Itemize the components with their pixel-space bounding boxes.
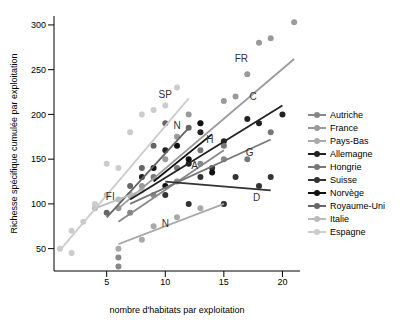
svg-text:C: C bbox=[250, 91, 257, 102]
html-text:France: France bbox=[330, 122, 358, 133]
svg-text:H: H bbox=[206, 134, 213, 145]
svg-text:D: D bbox=[253, 192, 260, 203]
svg-text:A: A bbox=[191, 160, 198, 171]
svg-text:15: 15 bbox=[219, 277, 229, 287]
svg-text:Richesse spécifique cumulée pa: Richesse spécifique cumulée par exploita… bbox=[9, 53, 19, 233]
svg-text:300: 300 bbox=[31, 20, 46, 30]
svg-text:250: 250 bbox=[31, 65, 46, 75]
svg-text:100: 100 bbox=[31, 199, 46, 209]
html-text:Royaume-Uni: Royaume-Uni bbox=[330, 200, 385, 211]
html-text:Italie: Italie bbox=[330, 213, 349, 224]
svg-text:N: N bbox=[162, 218, 169, 229]
svg-text:5: 5 bbox=[104, 277, 109, 287]
svg-text:FR: FR bbox=[235, 53, 248, 64]
html-text:Norvège: Norvège bbox=[330, 187, 364, 198]
svg-text:20: 20 bbox=[277, 277, 287, 287]
svg-text:50: 50 bbox=[36, 244, 46, 254]
svg-text:150: 150 bbox=[31, 154, 46, 164]
svg-text:SP: SP bbox=[159, 89, 173, 100]
svg-text:nombre d'habitats par exploita: nombre d'habitats par exploitation bbox=[110, 305, 245, 315]
html-text:Espagne: Espagne bbox=[330, 226, 366, 237]
html-text:Suisse: Suisse bbox=[330, 174, 357, 185]
svg-text:10: 10 bbox=[160, 277, 170, 287]
html-text:Hongrie: Hongrie bbox=[330, 161, 362, 172]
svg-text:FI: FI bbox=[106, 191, 115, 202]
svg-text:200: 200 bbox=[31, 110, 46, 120]
svg-text:N: N bbox=[173, 120, 180, 131]
svg-text:G: G bbox=[246, 147, 254, 158]
html-text:Autriche: Autriche bbox=[330, 109, 363, 120]
html-text:Pays-Bas: Pays-Bas bbox=[330, 135, 369, 146]
html-text:Allemagne: Allemagne bbox=[330, 148, 373, 159]
